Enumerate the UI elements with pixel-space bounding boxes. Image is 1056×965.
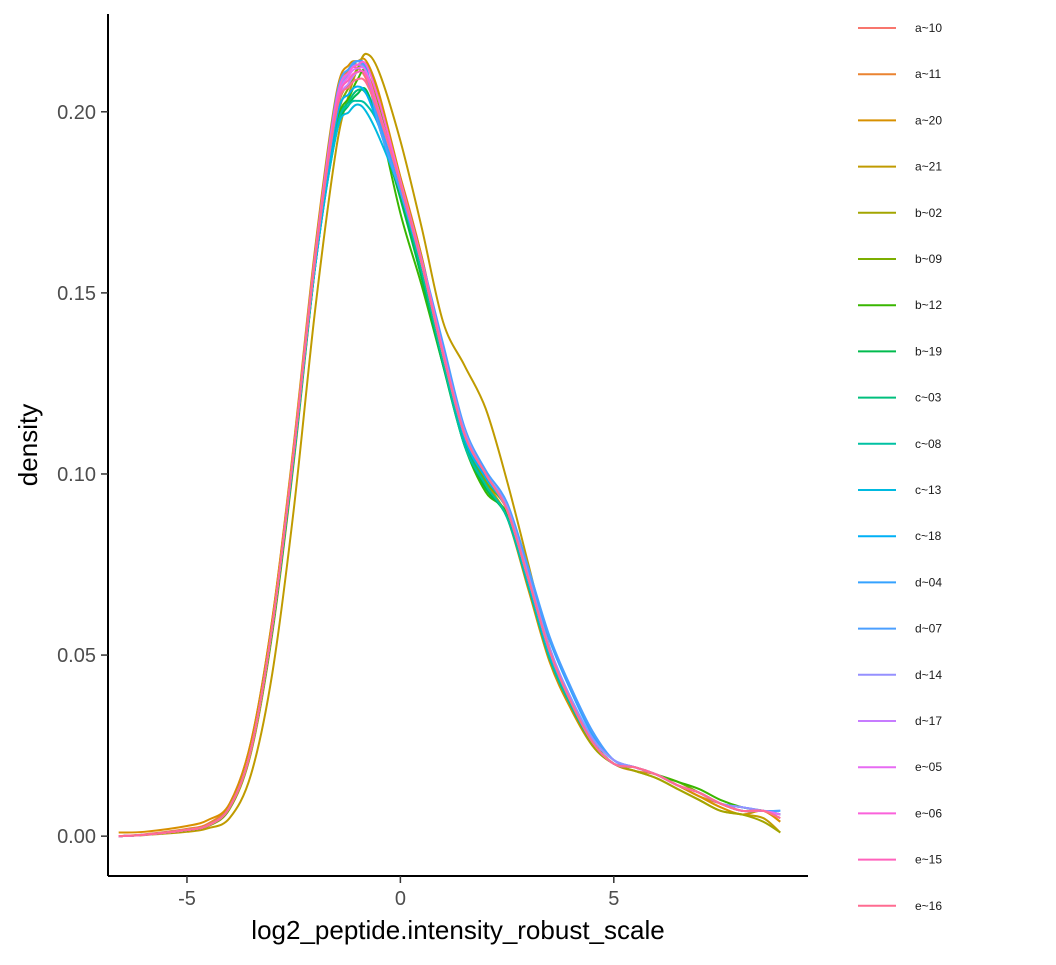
- legend-label: b~19: [915, 344, 942, 358]
- legend: a~10 a~11 a~20 a~21 b~02 b~09 b~12 b~19 c~03 c~08…: [858, 21, 942, 913]
- y-tick-label: 0.00: [57, 826, 96, 848]
- legend-label: b~12: [915, 298, 942, 312]
- legend-label: c~13: [915, 483, 942, 497]
- legend-label: d~04: [915, 575, 942, 589]
- legend-label: a~21: [915, 160, 942, 174]
- series-line-b-12: [118, 68, 781, 838]
- series-line-d-07: [118, 59, 781, 838]
- series-line-c-03: [118, 88, 781, 838]
- y-tick-label: 0.10: [57, 464, 96, 486]
- series-line-a-21: [118, 52, 781, 838]
- series-line-e-16: [118, 77, 781, 838]
- x-ticks: -5 0 5: [178, 876, 619, 910]
- legend-label: e~15: [915, 853, 942, 867]
- legend-label: c~03: [915, 391, 942, 405]
- series-line-c-08: [118, 99, 781, 838]
- series-line-b-19: [118, 87, 781, 838]
- legend-label: b~02: [915, 206, 942, 220]
- series-line-c-18: [118, 85, 781, 838]
- series-line-d-14: [118, 63, 781, 838]
- series-line-a-10: [118, 65, 781, 838]
- series-line-e-05: [118, 66, 781, 838]
- legend-label: a~10: [915, 21, 942, 35]
- series-line-c-13: [118, 103, 781, 838]
- series-line-b-02: [118, 69, 781, 838]
- legend-label: d~07: [915, 622, 942, 636]
- legend-label: a~20: [915, 113, 942, 127]
- x-tick-label: 0: [395, 888, 406, 910]
- legend-label: b~09: [915, 252, 942, 266]
- y-tick-label: 0.20: [57, 102, 96, 124]
- series-line-b-09: [118, 61, 781, 838]
- axes-layer: -5 0 5 0.00 0.05 0.10 0.15 0.20: [57, 14, 808, 910]
- legend-label: d~17: [915, 714, 942, 728]
- series-line-d-04: [118, 59, 781, 838]
- legend-label: d~14: [915, 668, 942, 682]
- series-line-a-20: [118, 57, 781, 834]
- series-line-e-06: [118, 60, 781, 838]
- x-tick-label: -5: [178, 888, 196, 910]
- legend-label: a~11: [915, 67, 941, 81]
- legend-label: c~18: [915, 529, 942, 543]
- x-axis-title: log2_peptide.intensity_robust_scale: [251, 915, 664, 945]
- series-line-e-15: [118, 70, 781, 838]
- series-line-d-17: [118, 69, 781, 838]
- x-tick-label: 5: [608, 888, 619, 910]
- series-layer: [118, 52, 781, 838]
- legend-label: c~08: [915, 437, 942, 451]
- series-line-a-11: [118, 62, 781, 838]
- y-tick-label: 0.15: [57, 283, 96, 305]
- legend-label: e~05: [915, 760, 942, 774]
- legend-label: e~06: [915, 806, 942, 820]
- y-axis-title: density: [13, 404, 43, 486]
- y-tick-label: 0.05: [57, 645, 96, 667]
- legend-label: e~16: [915, 899, 942, 913]
- y-ticks: 0.00 0.05 0.10 0.15 0.20: [57, 102, 108, 848]
